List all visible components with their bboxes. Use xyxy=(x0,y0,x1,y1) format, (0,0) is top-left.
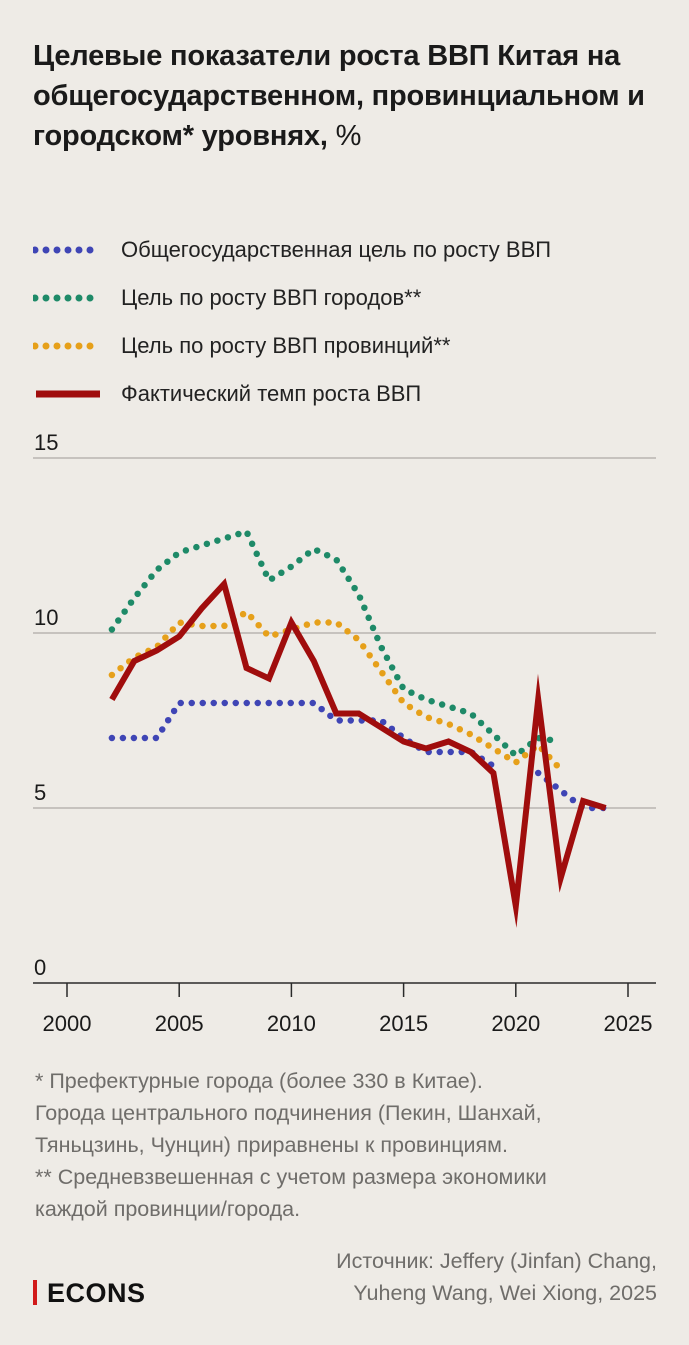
series-line-1 xyxy=(108,699,497,770)
series-line-4 xyxy=(109,577,607,928)
source-line: Источник: Jeffery (Jinfan) Chang, xyxy=(336,1249,657,1273)
x-tick-label: 2020 xyxy=(491,1011,540,1036)
y-tick-label: 15 xyxy=(34,430,58,455)
legend-swatch-national xyxy=(33,246,103,254)
legend-label-cities: Цель по росту ВВП городов** xyxy=(121,285,422,310)
legend-swatch-provinces xyxy=(33,342,103,350)
footnote-line: Города центрального подчинения (Пекин, Ш… xyxy=(35,1101,542,1125)
series-line-3 xyxy=(108,607,564,773)
source-line: Yuheng Wang, Wei Xiong, 2025 xyxy=(353,1281,657,1305)
legend-label-provinces: Цель по росту ВВП провинций** xyxy=(121,333,451,358)
logo-text: ECONS xyxy=(47,1278,146,1308)
y-tick-label: 5 xyxy=(34,780,46,805)
x-tick-label: 2010 xyxy=(267,1011,316,1036)
legend-label-national: Общегосударственная цель по росту ВВП xyxy=(121,237,552,262)
legend-item-cities: Цель по росту ВВП городов** xyxy=(33,278,673,318)
x-tick-label: 2000 xyxy=(43,1011,92,1036)
source-credit: Источник: Jeffery (Jinfan) Chang, Yuheng… xyxy=(336,1245,657,1309)
legend-swatch-actual xyxy=(36,390,100,398)
y-tick-label: 0 xyxy=(34,955,46,980)
legend-item-provinces: Цель по росту ВВП провинций** xyxy=(33,326,673,366)
legend-swatch-cities xyxy=(33,294,103,302)
chart-title-unit: % xyxy=(335,120,362,152)
x-tick-label: 2015 xyxy=(379,1011,428,1036)
footnote-line: * Префектурные города (более 330 в Китае… xyxy=(35,1069,483,1093)
logo-bar xyxy=(33,1280,37,1305)
series-line-2 xyxy=(108,527,564,760)
footnote-line: каждой провинции/города. xyxy=(35,1197,301,1221)
legend-item-actual: Фактический темп роста ВВП xyxy=(33,374,673,414)
line-chart: 0 5 10 15 2000 2005 2010 2015 2020 2025 xyxy=(33,430,656,1036)
x-tick-label: 2025 xyxy=(604,1011,653,1036)
footnote-line: ** Средневзвешенная с учетом размера эко… xyxy=(35,1165,547,1189)
legend-item-national: Общегосударственная цель по росту ВВП xyxy=(33,230,673,270)
chart-title-text: Целевые показатели роста ВВП Китая на об… xyxy=(33,40,645,152)
y-tick-label: 10 xyxy=(34,605,58,630)
series-line-1 xyxy=(534,769,609,812)
legend-label-actual: Фактический темп роста ВВП xyxy=(121,381,422,406)
chart-title: Целевые показатели роста ВВП Китая на об… xyxy=(33,36,663,156)
x-tick-label: 2005 xyxy=(155,1011,204,1036)
footnotes: * Префектурные города (более 330 в Китае… xyxy=(35,1065,665,1225)
footnote-line: Тяньцзинь, Чунцин) приравнены к провинци… xyxy=(35,1133,508,1157)
